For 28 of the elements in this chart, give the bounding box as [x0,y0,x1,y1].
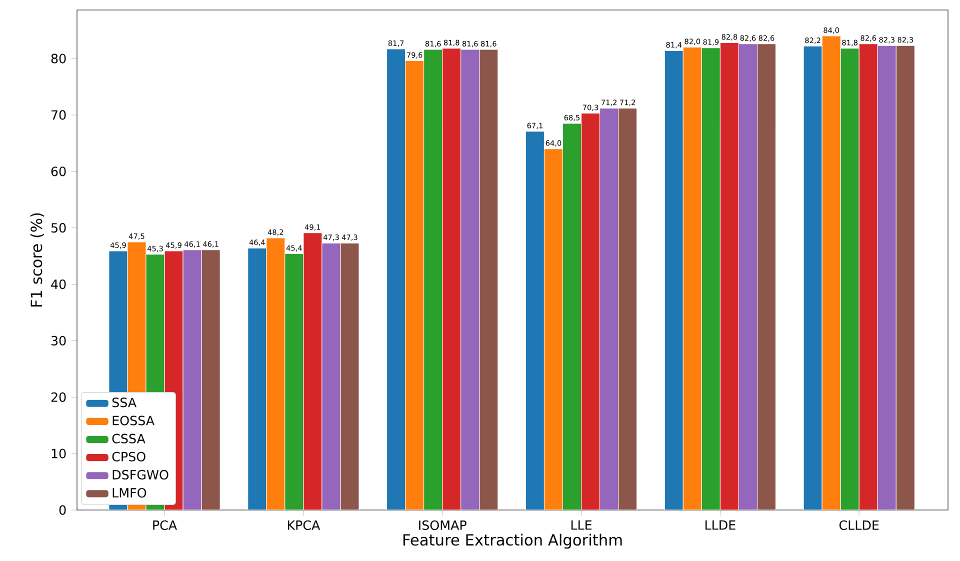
bar [701,48,720,510]
y-tick-label: 50 [51,223,66,233]
legend-label: CSSA [112,434,146,444]
legend-label: EOSSA [112,416,154,426]
x-tick-label: LLDE [705,520,736,530]
y-tick-label: 30 [51,336,66,346]
y-tick-label: 60 [51,166,66,176]
y-tick-label: 0 [59,505,66,515]
legend-label: LMFO [112,488,146,498]
x-axis-title: Feature Extraction Algorithm [403,534,622,549]
x-tick-label: PCA [153,520,177,530]
x-tick-label: LLE [571,520,592,530]
y-axis-title: F1 score (%) [30,213,44,307]
y-tick-label: 80 [51,54,66,64]
y-tick-label: 70 [52,110,66,120]
x-tick-label: KPCA [288,520,320,530]
legend-label: DSFGWO [112,470,168,480]
y-tick-label: 20 [51,392,66,402]
y-tick-label: 40 [51,279,66,290]
bar [284,254,304,510]
bar [562,123,582,510]
bar [840,48,860,510]
legend-label: CPSO [112,452,146,462]
x-tick-label: CLLDE [839,520,879,530]
bar [424,49,443,510]
legend-label: SSA [112,398,136,408]
y-tick-label: 10 [52,448,66,458]
x-tick-label: ISOMAP [419,520,466,530]
